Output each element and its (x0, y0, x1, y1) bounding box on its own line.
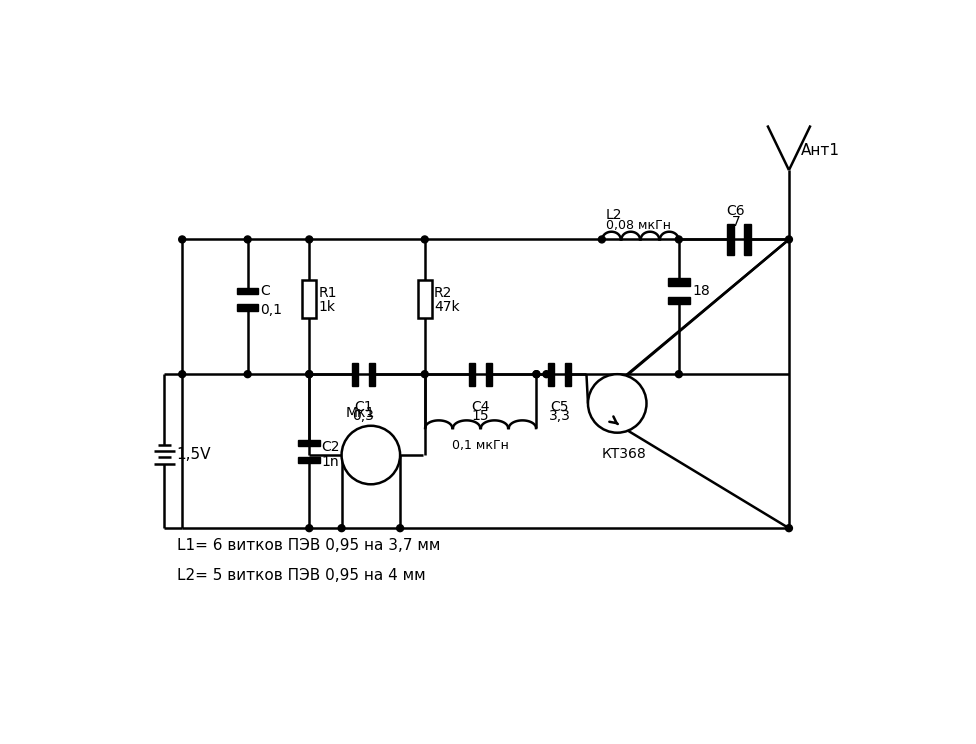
Circle shape (338, 525, 346, 532)
Bar (299, 440, 320, 446)
Bar (548, 362, 554, 385)
Circle shape (179, 236, 185, 243)
Text: 7: 7 (731, 215, 740, 228)
Text: 0,3: 0,3 (352, 409, 374, 423)
Bar (299, 457, 320, 463)
Text: R1: R1 (318, 286, 337, 300)
Circle shape (305, 371, 312, 378)
Circle shape (786, 236, 793, 243)
Circle shape (786, 525, 793, 532)
Circle shape (179, 371, 185, 378)
Text: 15: 15 (471, 409, 489, 423)
Bar (668, 278, 690, 286)
Bar (369, 362, 375, 385)
Text: 0,1: 0,1 (260, 303, 282, 317)
Bar (668, 297, 690, 304)
Circle shape (675, 236, 682, 243)
Circle shape (244, 371, 251, 378)
Text: 3,3: 3,3 (549, 409, 570, 423)
Circle shape (422, 371, 428, 378)
Text: L2: L2 (606, 208, 622, 222)
Circle shape (305, 525, 312, 532)
Bar (351, 362, 358, 385)
Text: Ант1: Ант1 (800, 144, 839, 158)
Circle shape (396, 525, 403, 532)
Text: C6: C6 (726, 204, 745, 218)
Text: 47k: 47k (434, 300, 460, 314)
Bar (468, 362, 474, 385)
Text: C2: C2 (321, 440, 340, 454)
Circle shape (244, 236, 251, 243)
Text: КТ368: КТ368 (602, 446, 646, 461)
Circle shape (422, 236, 428, 243)
Circle shape (543, 371, 549, 378)
Bar (486, 362, 492, 385)
Bar (726, 224, 734, 255)
Circle shape (598, 236, 605, 243)
Bar (745, 224, 752, 255)
Circle shape (342, 426, 400, 484)
Bar (237, 304, 259, 311)
Text: C5: C5 (550, 400, 569, 414)
Circle shape (675, 371, 682, 378)
Text: C: C (260, 284, 269, 298)
Bar (418, 280, 431, 318)
Circle shape (305, 371, 312, 378)
Bar (565, 362, 571, 385)
Text: R2: R2 (434, 286, 452, 300)
Text: L1= 6 витков ПЭВ 0,95 на 3,7 мм: L1= 6 витков ПЭВ 0,95 на 3,7 мм (177, 538, 440, 553)
Circle shape (533, 371, 540, 378)
Text: 1,5V: 1,5V (177, 446, 211, 462)
Bar (237, 287, 259, 294)
Text: 1n: 1n (321, 455, 340, 469)
Circle shape (588, 374, 646, 433)
Text: 1k: 1k (318, 300, 336, 314)
Text: C4: C4 (471, 400, 489, 414)
Bar (303, 280, 316, 318)
Text: L2= 5 витков ПЭВ 0,95 на 4 мм: L2= 5 витков ПЭВ 0,95 на 4 мм (177, 568, 426, 583)
Text: Мк1: Мк1 (346, 405, 375, 420)
Text: 0,08 мкГн: 0,08 мкГн (606, 219, 671, 231)
Text: C1: C1 (354, 400, 373, 414)
Text: 0,1 мкГн: 0,1 мкГн (452, 439, 509, 452)
Circle shape (305, 236, 312, 243)
Circle shape (533, 371, 540, 378)
Text: 18: 18 (693, 284, 711, 298)
